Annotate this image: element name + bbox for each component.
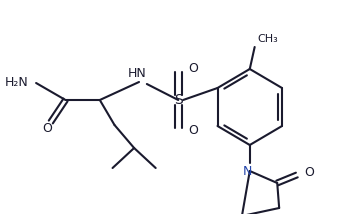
Text: O: O (42, 122, 52, 135)
Text: H₂N: H₂N (4, 76, 28, 89)
Text: CH₃: CH₃ (257, 34, 278, 44)
Text: S: S (174, 93, 183, 107)
Text: HN: HN (128, 67, 147, 80)
Text: N: N (243, 165, 252, 178)
Text: O: O (305, 166, 314, 180)
Text: O: O (188, 62, 198, 76)
Text: O: O (188, 125, 198, 138)
